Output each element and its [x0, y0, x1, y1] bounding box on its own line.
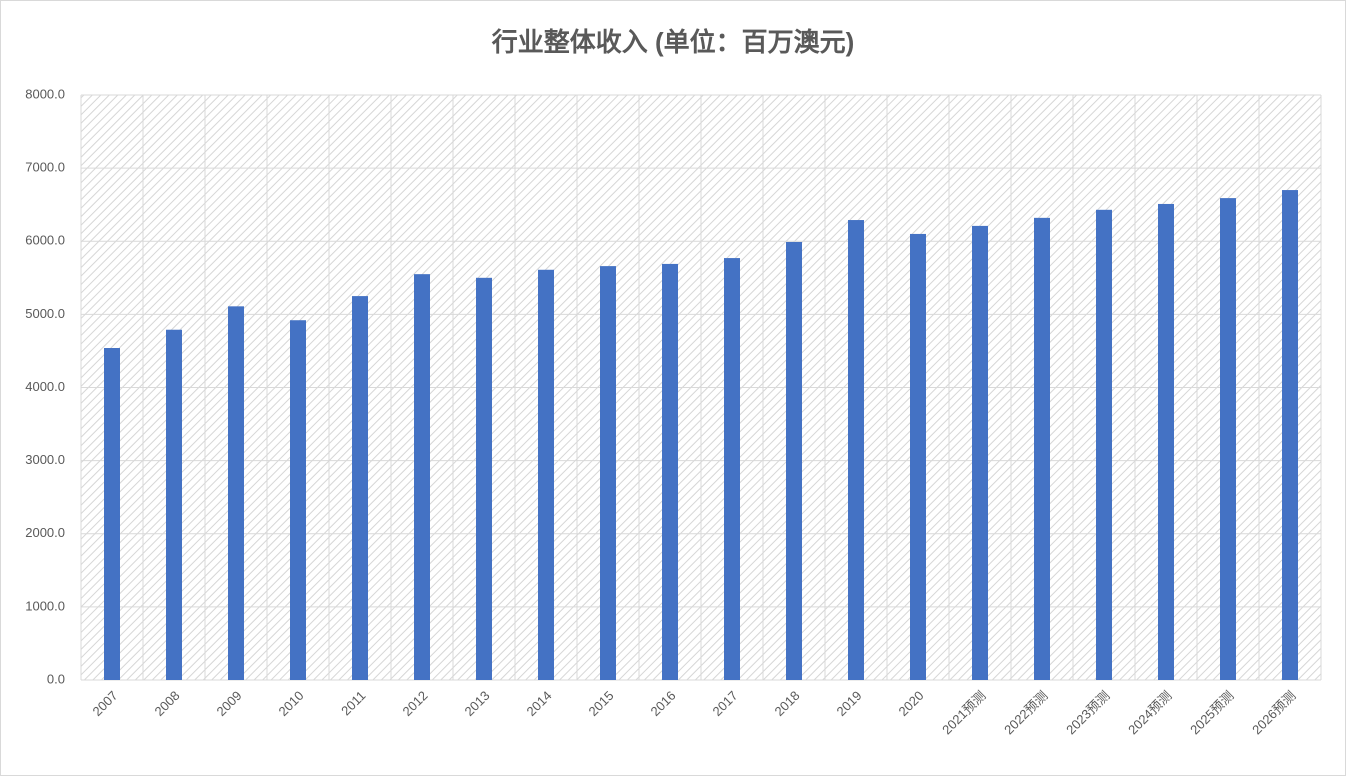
- bar: [600, 266, 616, 680]
- bar: [166, 329, 182, 680]
- bar: [662, 263, 678, 680]
- y-tick-label: 7000.0: [25, 160, 65, 175]
- bar: [476, 277, 492, 680]
- bar: [1158, 203, 1174, 681]
- y-tick-label: 2000.0: [25, 525, 65, 540]
- y-tick-label: 1000.0: [25, 598, 65, 613]
- bar: [724, 258, 740, 680]
- y-tick-label: 3000.0: [25, 452, 65, 467]
- bar: [1034, 217, 1050, 680]
- bar: [104, 348, 120, 680]
- bar: [1220, 198, 1236, 680]
- bar: [1096, 209, 1112, 680]
- bar: [538, 269, 554, 680]
- bar: [1282, 190, 1298, 680]
- y-tick-label: 6000.0: [25, 233, 65, 248]
- bar: [352, 296, 368, 680]
- bar: [910, 233, 926, 680]
- bar: [414, 274, 430, 680]
- y-tick-label: 4000.0: [25, 379, 65, 394]
- y-tick-label: 0.0: [47, 671, 65, 686]
- bar: [848, 220, 864, 680]
- bar: [786, 241, 802, 680]
- bar: [228, 306, 244, 680]
- y-tick-label: 8000.0: [25, 86, 65, 101]
- chart-title: 行业整体收入 (单位：百万澳元): [491, 27, 855, 57]
- bar: [290, 320, 306, 680]
- y-tick-label: 5000.0: [25, 306, 65, 321]
- bar: [972, 225, 988, 681]
